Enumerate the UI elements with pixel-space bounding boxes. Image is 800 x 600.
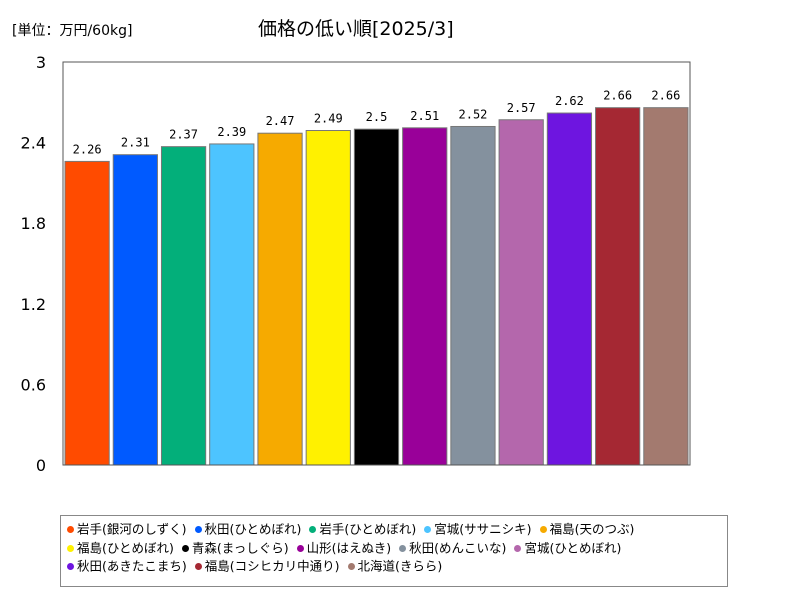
- bar: [643, 107, 689, 466]
- bar: [353, 128, 400, 466]
- legend-label: 福島(ひとめぼれ): [77, 540, 174, 555]
- legend-label: 宮城(ひとめぼれ): [524, 540, 622, 555]
- legend-item: 福島(コシヒカリ中通り): [194, 557, 340, 576]
- legend-swatch: [67, 526, 74, 533]
- legend-swatch: [181, 544, 189, 552]
- value-label: 2.66: [651, 89, 680, 103]
- legend-label: 福島(天のつぶ): [549, 521, 635, 537]
- value-label: 2.62: [555, 94, 584, 108]
- legend-swatch: [539, 526, 547, 533]
- legend-swatch: [67, 544, 74, 552]
- legend-item: 山形(はえぬき): [296, 539, 392, 558]
- legend-label: 北海道(きらら): [357, 558, 443, 574]
- bar: [64, 160, 110, 466]
- legend-swatch: [399, 544, 407, 552]
- value-label: 2.51: [410, 109, 439, 123]
- bar: [498, 119, 544, 466]
- legend-swatch: [194, 563, 202, 570]
- y-tick-label: 1.8: [21, 214, 46, 233]
- value-label: 2.52: [459, 107, 488, 121]
- value-label: 2.49: [314, 112, 343, 126]
- legend-swatch: [194, 526, 202, 533]
- legend-item: 福島(ひとめぼれ): [67, 539, 174, 558]
- y-tick-label: 0: [36, 456, 46, 475]
- bar: [257, 132, 303, 466]
- unit-label: [単位：万円/60kg]: [12, 23, 133, 39]
- bar: [402, 127, 448, 466]
- legend-label: 岩手(ひとめぼれ): [319, 521, 417, 537]
- legend-item: 岩手(ひとめぼれ): [309, 520, 416, 539]
- value-label: 2.47: [266, 114, 295, 128]
- legend-swatch: [424, 526, 432, 533]
- legend-label: 秋田(めんこいな): [409, 540, 507, 555]
- y-axis: 0 0.6 1.2 1.8 2.4 3: [21, 53, 46, 475]
- bar: [305, 130, 351, 466]
- value-label: 2.39: [217, 125, 246, 139]
- bar: [209, 143, 255, 466]
- legend-swatch: [347, 563, 355, 570]
- legend-item: 岩手(銀河のしずく): [67, 520, 187, 539]
- legend-label: 秋田(ひとめぼれ): [204, 521, 302, 537]
- legend-label: 山形(はえぬき): [306, 540, 392, 555]
- legend-item: 福島(天のつぶ): [539, 520, 635, 539]
- bar: [595, 107, 641, 466]
- legend-item: 北海道(きらら): [347, 557, 443, 576]
- value-labels: 2.26 2.31 2.37 2.39 2.47 2.49 2.5 2.51 2.52 2.57 2…: [73, 89, 681, 157]
- legend-item: 宮城(ササニシキ): [424, 520, 532, 539]
- legend-label: 秋田(あきたこまち): [77, 558, 187, 574]
- legend-swatch: [514, 544, 522, 552]
- legend-swatch: [309, 526, 317, 533]
- legend-label: 福島(コシヒカリ中通り): [204, 558, 340, 574]
- value-label: 2.31: [121, 136, 150, 150]
- bar: [112, 154, 158, 466]
- plot-frame: [62, 61, 691, 466]
- bar-chart: 00.61.21.82.43 2.26 2.312.37 2.392.47 2.49 2…: [21, 53, 691, 475]
- value-label: 2.57: [507, 101, 536, 115]
- legend-item: 秋田(めんこいな): [399, 539, 506, 558]
- bars: [64, 107, 689, 466]
- y-tick-label: 1.2: [21, 295, 46, 314]
- chart-title: 価格の低い順[2025/3]: [258, 18, 454, 40]
- legend-label: 宮城(ササニシキ): [434, 521, 532, 537]
- y-tick-label: 2.4: [21, 134, 46, 153]
- legend-swatch: [67, 563, 74, 570]
- legend-item: 秋田(あきたこまち): [67, 557, 187, 576]
- legend-label: 岩手(銀河のしずく): [77, 521, 187, 537]
- value-label: 2.66: [603, 89, 632, 103]
- y-tick-label: 3: [36, 53, 46, 72]
- y-tick-label: 0.6: [21, 375, 46, 394]
- bar: [546, 112, 593, 466]
- legend-item: 宮城(ひとめぼれ): [514, 539, 621, 558]
- value-label: 2.5: [366, 110, 388, 124]
- bar: [450, 125, 496, 466]
- bar: [160, 146, 207, 466]
- legend-item: 秋田(ひとめぼれ): [194, 520, 302, 539]
- legend-swatch: [296, 544, 304, 552]
- value-label: 2.37: [169, 128, 198, 142]
- legend: 岩手(銀河のしずく) 秋田(ひとめぼれ) 岩手(ひとめぼれ) 宮城(ササニシキ) 福島(…: [60, 515, 728, 587]
- legend-label: 青森(まっしぐら): [191, 540, 289, 555]
- legend-item: 青森(まっしぐら): [181, 539, 289, 558]
- value-label: 2.26: [73, 142, 102, 156]
